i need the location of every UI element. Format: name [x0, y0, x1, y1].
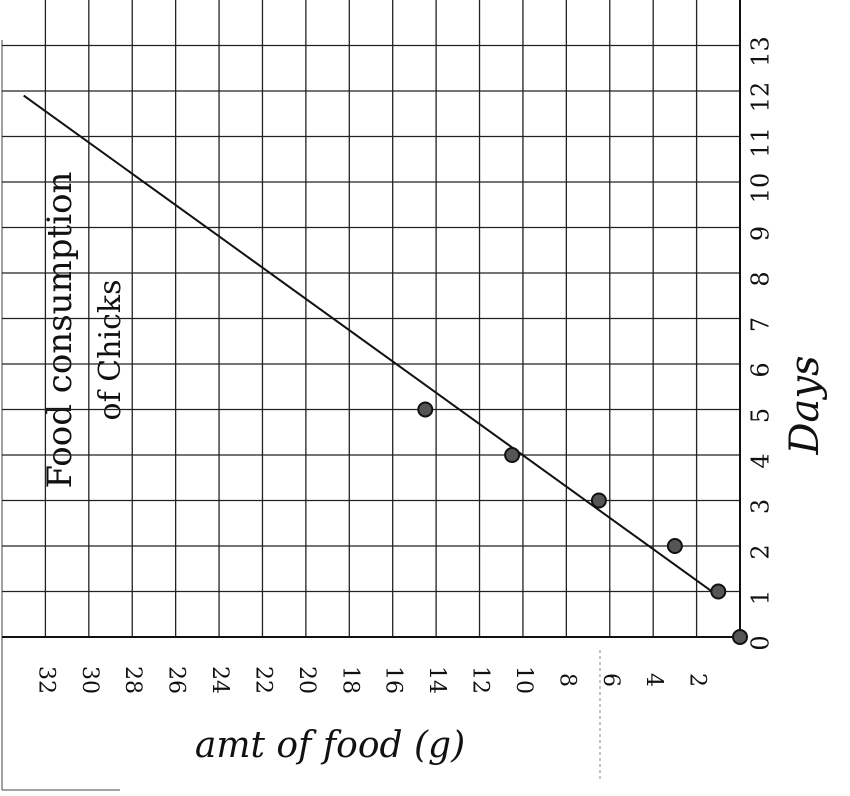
y-tick-label: 5 — [747, 408, 775, 423]
x-tick-label: 20 — [294, 666, 319, 694]
x-tick-label: 32 — [33, 666, 58, 694]
y-tick-label: 13 — [747, 36, 775, 67]
x-tick-label: 2 — [685, 673, 710, 687]
x-tick-label: 16 — [381, 666, 406, 694]
data-point — [711, 585, 725, 599]
data-point — [668, 539, 682, 553]
y-tick-label: 6 — [747, 362, 775, 377]
x-axis-label: amt of food (g) — [195, 725, 465, 766]
x-tick-label: 18 — [337, 666, 362, 694]
x-tick-label: 10 — [511, 666, 536, 694]
x-tick-label: 28 — [120, 666, 145, 694]
y-tick-label: 12 — [747, 82, 775, 113]
x-tick-label: 12 — [468, 666, 493, 694]
y-tick-label: 9 — [747, 226, 775, 241]
x-tick-label: 22 — [250, 666, 275, 694]
x-tick-label: 4 — [641, 673, 666, 687]
y-tick-label: 8 — [747, 271, 775, 286]
y-tick-label: 1 — [747, 590, 775, 605]
y-tick-label: 4 — [747, 453, 775, 468]
y-tick-label: 7 — [747, 317, 775, 332]
x-tick-label: 14 — [424, 666, 449, 694]
data-point — [733, 630, 747, 644]
data-point — [505, 448, 519, 462]
chart: Food consumption of Chicks amt of food (… — [0, 0, 850, 796]
x-tick-label: 6 — [598, 673, 623, 687]
y-tick-label: 2 — [747, 544, 775, 559]
y-axis-label: Days — [782, 355, 828, 455]
data-point — [418, 403, 432, 417]
y-tick-label: 0 — [747, 635, 775, 650]
x-tick-label: 8 — [554, 673, 579, 687]
x-tick-label: 26 — [164, 666, 189, 694]
x-tick-label: 30 — [77, 666, 102, 694]
y-tick-label: 10 — [747, 173, 775, 204]
x-tick-label: 24 — [207, 666, 232, 694]
y-tick-label: 11 — [747, 127, 775, 158]
y-tick-label: 3 — [747, 499, 775, 514]
data-point — [592, 494, 606, 508]
chart-subtitle: of Chicks — [93, 280, 128, 421]
